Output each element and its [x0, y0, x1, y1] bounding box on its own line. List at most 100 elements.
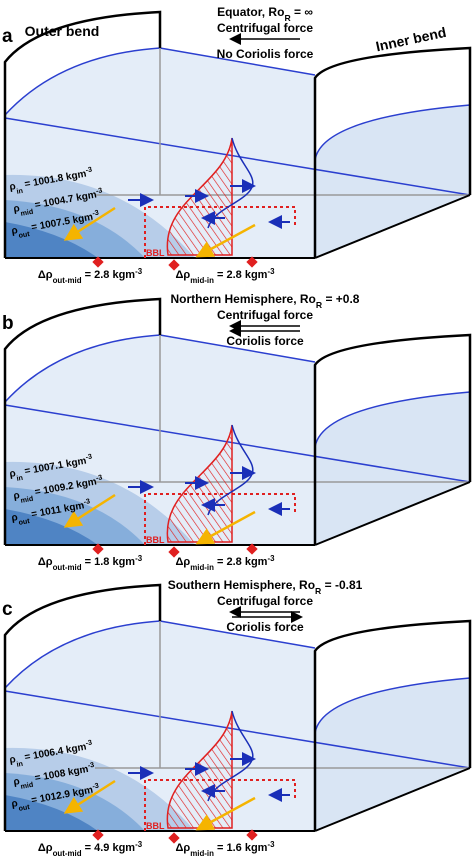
force-label: Coriolis force — [226, 620, 304, 634]
water-surface — [4, 620, 316, 689]
density-arrow — [195, 510, 256, 545]
density-arrow — [63, 493, 116, 528]
subscript: mid-in — [190, 563, 214, 572]
subscript: R — [284, 13, 291, 23]
outer-wall — [3, 583, 162, 831]
delta-label: Δρout-mid = 2.8 kgm-3 — [38, 267, 143, 285]
text-part: ρ — [13, 490, 21, 502]
text-part: Δρ — [38, 842, 53, 854]
subscript: out-mid — [53, 849, 82, 858]
location-marker — [168, 832, 180, 844]
subscript: in — [16, 185, 24, 195]
bbl-label: BBL — [146, 535, 165, 545]
water-surface — [314, 104, 471, 161]
channel-bed — [314, 194, 471, 259]
text-part: Δρ — [38, 269, 53, 281]
water-surface — [314, 677, 471, 734]
text-part: Δρ — [176, 269, 191, 281]
inner-wall — [313, 619, 472, 831]
density-arrow — [63, 779, 116, 814]
superscript: -3 — [135, 267, 143, 276]
location-marker — [246, 256, 258, 268]
superscript: -3 — [91, 207, 99, 217]
superscript: -3 — [83, 496, 91, 506]
text-part: ρ — [13, 203, 21, 215]
force-label: Centrifugal force — [217, 594, 313, 608]
text-part: = ∞ — [291, 5, 313, 19]
superscript: -3 — [85, 451, 93, 461]
bbl-label: BBL — [146, 248, 165, 258]
water-surface — [4, 334, 316, 403]
delta-label: Δρmid-in = 2.8 kgm-3 — [176, 554, 276, 572]
force-label: Centrifugal force — [217, 308, 313, 322]
density-arrow — [195, 223, 256, 258]
text-part: Δρ — [38, 556, 53, 568]
subscript: in — [16, 472, 24, 482]
subscript: in — [16, 758, 24, 768]
location-marker — [246, 829, 258, 841]
delta-label: Δρmid-in = 1.6 kgm-3 — [176, 840, 276, 858]
text-part: ρ — [11, 512, 19, 524]
delta-label: Δρmid-in = 2.8 kgm-3 — [176, 267, 276, 285]
text-part: = 4.9 kgm — [82, 842, 136, 854]
density-arrow — [195, 796, 256, 831]
text-part: ρ — [9, 468, 17, 480]
density-band-out — [5, 509, 98, 545]
text-part: Δρ — [176, 842, 191, 854]
delta-label: Δρout-mid = 4.9 kgm-3 — [38, 840, 143, 858]
text-part: = 1.8 kgm — [82, 556, 136, 568]
subscript: out-mid — [53, 276, 82, 285]
secondary-profile — [207, 137, 254, 229]
text-part: Northern Hemisphere, Ro — [171, 292, 316, 306]
panel: b Northern Hemisphere, RoR = +0.8Centrifu… — [2, 292, 472, 572]
text-part: ρ — [9, 754, 17, 766]
force-label: Coriolis force — [226, 334, 304, 348]
superscript: -3 — [135, 554, 143, 563]
density-arrow — [63, 206, 116, 241]
subscript: out-mid — [53, 563, 82, 572]
superscript: -3 — [267, 554, 275, 563]
secondary-profile — [207, 424, 254, 516]
outer-bend-label: Outer bend — [25, 23, 100, 39]
density-band-out — [5, 795, 98, 831]
panel-heading: Northern Hemisphere, RoR = +0.8 — [171, 292, 360, 310]
superscript: -3 — [85, 164, 93, 174]
panel-letter: b — [2, 313, 14, 334]
channel-bed — [314, 767, 471, 832]
bbl-label: BBL — [146, 821, 165, 831]
text-part: = +0.8 — [322, 292, 360, 306]
water-surface — [4, 47, 316, 116]
superscript: -3 — [91, 780, 99, 790]
superscript: -3 — [87, 759, 95, 769]
superscript: -3 — [267, 267, 275, 276]
superscript: -3 — [85, 737, 93, 747]
superscript: -3 — [95, 185, 103, 195]
density-band-out — [5, 222, 98, 258]
subscript: out — [18, 228, 31, 239]
panel-letter: c — [2, 599, 13, 620]
superscript: -3 — [95, 472, 103, 482]
text-part: = 2.8 kgm — [214, 269, 268, 281]
outer-wall — [3, 10, 162, 258]
location-marker — [246, 543, 258, 555]
subscript: mid — [20, 206, 34, 217]
delta-label: Δρout-mid = 1.8 kgm-3 — [38, 554, 143, 572]
text-part: = 2.8 kgm — [82, 269, 136, 281]
subscript: mid-in — [190, 276, 214, 285]
text-part: ρ — [13, 776, 21, 788]
location-marker — [168, 546, 180, 558]
subscript: R — [315, 586, 322, 596]
subscript: out — [18, 515, 31, 526]
channel-bed — [314, 481, 471, 546]
force-label: Centrifugal force — [217, 21, 313, 35]
text-part: ρ — [11, 225, 19, 237]
location-marker — [168, 259, 180, 271]
text-part: = -0.81 — [321, 578, 362, 592]
secondary-profile — [207, 710, 254, 802]
water-surface — [4, 117, 471, 196]
subscript: mid — [20, 493, 34, 504]
inner-wall — [313, 333, 472, 545]
